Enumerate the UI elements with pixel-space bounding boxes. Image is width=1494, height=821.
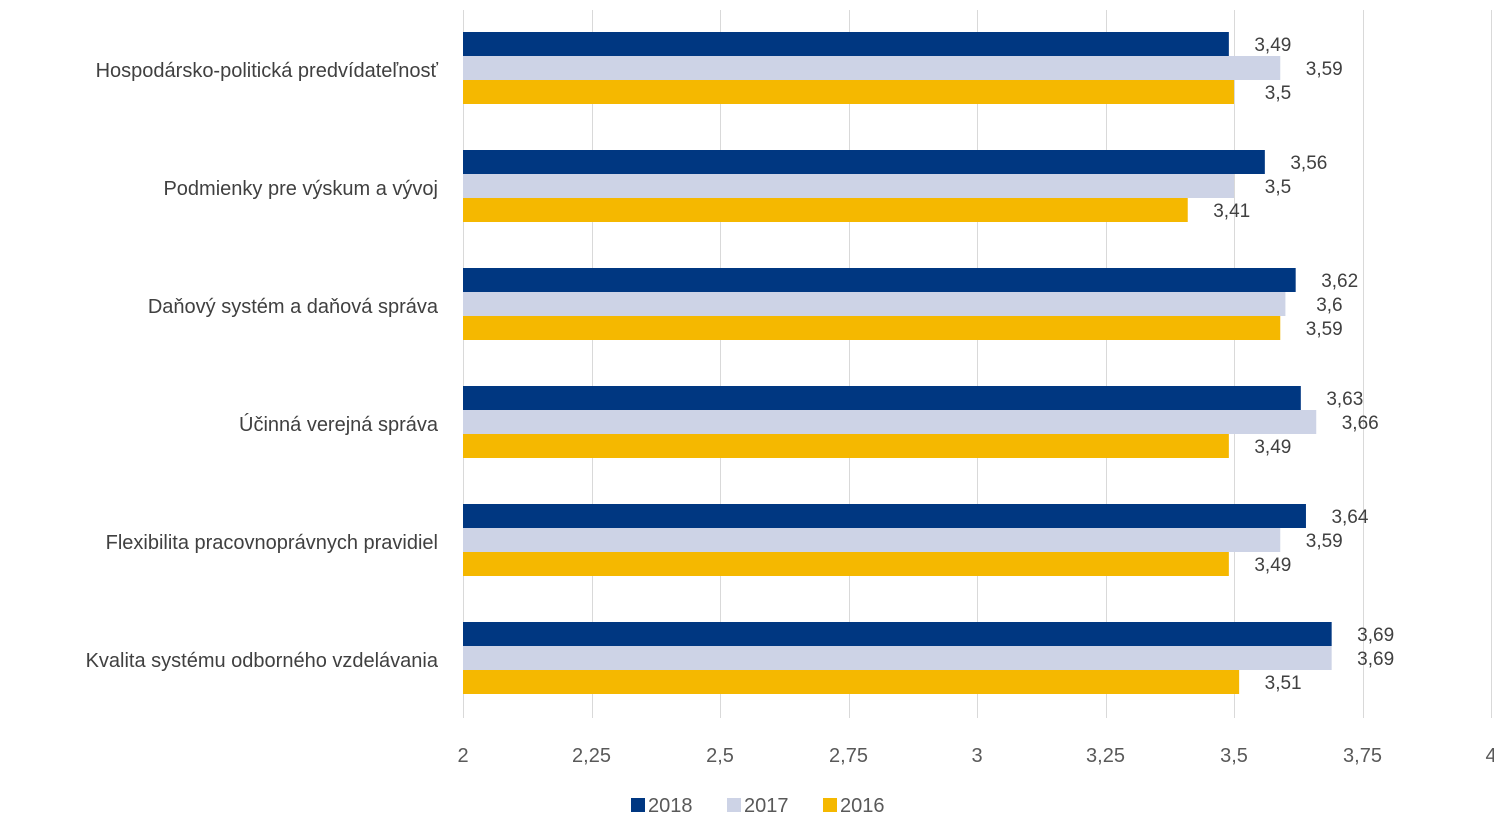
bar-2016 [463, 434, 1229, 458]
bar-2017 [463, 174, 1234, 198]
bar-2016 [463, 316, 1280, 340]
x-axis-tick-labels: 2 2,25 2,5 2,75 3 3,25 3,5 3,75 4 [457, 745, 1494, 767]
bar-2018 [463, 504, 1306, 528]
data-label: 3,56 [1290, 153, 1327, 174]
legend-label: 2016 [840, 795, 885, 817]
legend-swatch-2018 [631, 798, 645, 812]
data-label: 3,49 [1254, 555, 1291, 576]
data-label: 3,5 [1265, 177, 1291, 198]
data-label: 3,49 [1254, 35, 1291, 56]
bar-2017 [463, 292, 1285, 316]
legend-label: 2018 [648, 795, 693, 817]
data-label: 3,41 [1213, 201, 1250, 222]
gridlines [464, 10, 1492, 718]
data-label: 3,64 [1331, 507, 1368, 528]
bar-2016 [463, 670, 1239, 694]
x-tick-label: 2,75 [829, 745, 868, 767]
x-tick-label: 2,5 [706, 745, 734, 767]
data-label: 3,5 [1265, 83, 1291, 104]
bar-2018 [463, 622, 1332, 646]
bar-2017 [463, 56, 1280, 80]
x-tick-label: 4 [1485, 745, 1494, 767]
bar-2018 [463, 268, 1296, 292]
data-label: 3,59 [1306, 319, 1343, 340]
category-label: Hospodársko-politická predvídateľnosť [96, 60, 439, 82]
data-label: 3,49 [1254, 437, 1291, 458]
x-tick-label: 3,25 [1086, 745, 1125, 767]
legend: 2018 2017 2016 [631, 795, 885, 817]
x-tick-label: 2 [457, 745, 468, 767]
legend-swatch-2017 [727, 798, 741, 812]
data-label: 3,62 [1321, 271, 1358, 292]
bar-2016 [463, 80, 1234, 104]
data-label: 3,63 [1326, 389, 1363, 410]
data-label: 3,69 [1357, 625, 1394, 646]
data-label: 3,59 [1306, 59, 1343, 80]
data-label: 3,51 [1265, 673, 1302, 694]
bar-2017 [463, 646, 1332, 670]
bar-2018 [463, 150, 1265, 174]
category-label: Podmienky pre výskum a vývoj [163, 178, 438, 200]
legend-swatch-2016 [823, 798, 837, 812]
data-label: 3,6 [1316, 295, 1342, 316]
bar-2016 [463, 198, 1188, 222]
category-label: Účinná verejná správa [239, 413, 439, 436]
legend-label: 2017 [744, 795, 789, 817]
bar-2018 [463, 32, 1229, 56]
bar-2018 [463, 386, 1301, 410]
category-label: Kvalita systému odborného vzdelávania [86, 650, 439, 672]
x-tick-label: 3 [971, 745, 982, 767]
data-label: 3,59 [1306, 531, 1343, 552]
x-tick-label: 3,75 [1343, 745, 1382, 767]
data-label: 3,66 [1342, 413, 1379, 434]
category-label: Flexibilita pracovnoprávnych pravidiel [106, 532, 438, 554]
bar-2017 [463, 410, 1316, 434]
bars: 3,49 3,59 3,5 3,56 3,5 3,41 3,62 3,6 3,59 3,63 3,6… [463, 32, 1394, 694]
bar-2017 [463, 528, 1280, 552]
bar-2016 [463, 552, 1229, 576]
data-label: 3,69 [1357, 649, 1394, 670]
x-tick-label: 3,5 [1220, 745, 1248, 767]
category-labels: Hospodársko-politická predvídateľnosť Pod… [86, 60, 439, 672]
category-label: Daňový systém a daňová správa [148, 296, 439, 318]
x-tick-label: 2,25 [572, 745, 611, 767]
